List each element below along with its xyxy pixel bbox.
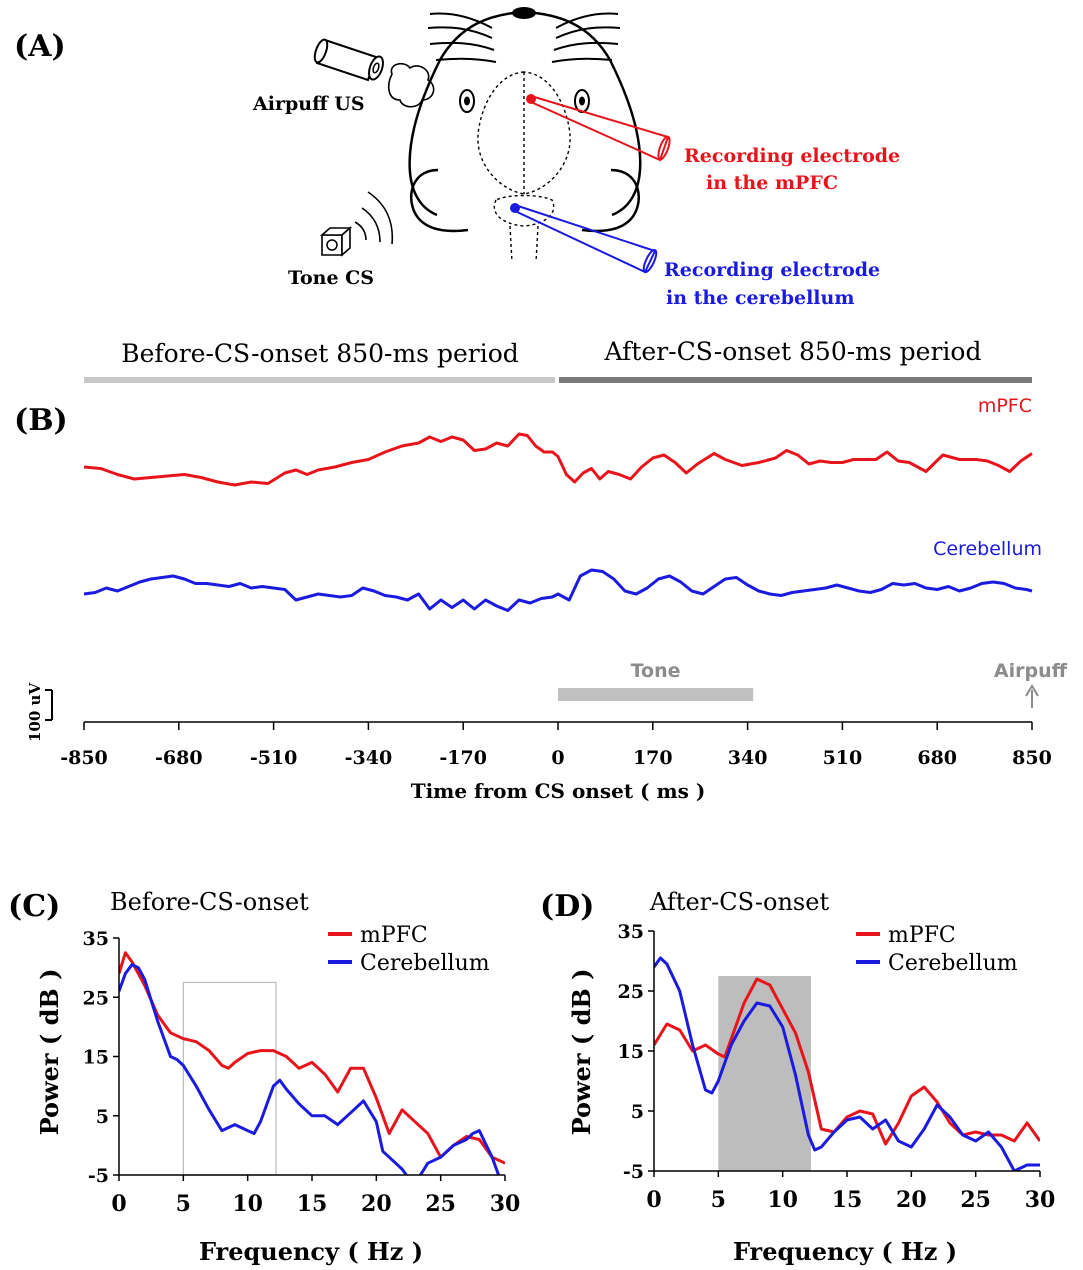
x-tick-label: 25 (960, 1187, 991, 1213)
time-tick-label: -680 (155, 747, 203, 769)
tone-bar (558, 688, 754, 701)
chart-d-title: After-CS-onset (649, 888, 829, 916)
chart-d-legend: mPFC Cerebellum (856, 923, 1018, 976)
airpuff-us-label: Airpuff US (252, 93, 365, 115)
y-tick-label: 25 (83, 987, 109, 1009)
x-tick-label: 25 (425, 1191, 456, 1217)
cerebellum-trace (83, 568, 1033, 612)
before-period-label: Before-CS-onset 850-ms period (121, 339, 519, 368)
x-tick-label: 20 (896, 1187, 927, 1213)
chart-c-legend-mpfc: mPFC (360, 923, 428, 948)
time-tick-label: 0 (551, 747, 564, 769)
chart-d-legend-mpfc: mPFC (888, 923, 956, 948)
time-tick-label: -340 (345, 747, 393, 769)
x-tick-label: 30 (490, 1191, 521, 1217)
rat-head-schematic (408, 7, 671, 274)
y-tick-label: 35 (618, 921, 644, 943)
chart-c-legend-cb: Cerebellum (360, 951, 490, 976)
chart-d: -5 5 15 25 35 0 5 10 15 20 25 30 (618, 921, 1056, 1213)
time-tick-label: -850 (60, 747, 108, 769)
x-tick-label: 30 (1025, 1187, 1056, 1213)
time-tick-label: 510 (823, 747, 863, 769)
y-tick-label: 5 (96, 1106, 109, 1128)
panel-d-label: (D) (540, 889, 594, 924)
scale-bar-label: 100 uV (26, 683, 44, 742)
time-tick-label: 680 (917, 747, 957, 769)
tone-label: Tone (631, 660, 681, 682)
time-axis-label: Time from CS onset ( ms ) (411, 779, 706, 803)
chart-d-legend-cb: Cerebellum (888, 951, 1018, 976)
theta-band-highlight (182, 981, 277, 1176)
y-tick-label: 25 (618, 981, 644, 1003)
series-line-cerebellum (119, 963, 501, 1175)
x-tick-label: 10 (767, 1187, 798, 1213)
mpfc-trace (83, 432, 1033, 487)
chart-d-xlabel: Frequency ( Hz ) (733, 1237, 957, 1266)
y-tick-label: -5 (88, 1165, 109, 1187)
series-line-mpfc (119, 951, 505, 1165)
chart-c-xlabel: Frequency ( Hz ) (199, 1237, 423, 1266)
y-tick-label: 5 (631, 1101, 644, 1123)
airpuff-nozzle-icon (313, 38, 435, 108)
airpuff-label: Airpuff (994, 660, 1068, 682)
cb-electrode-label-line2: in the cerebellum (666, 287, 854, 309)
x-tick-label: 10 (232, 1191, 263, 1217)
x-tick-label: 20 (361, 1191, 392, 1217)
time-tick-label: 850 (1012, 747, 1052, 769)
panel-c-label: (C) (8, 889, 60, 924)
after-period-label: After-CS-onset 850-ms period (604, 337, 982, 366)
chart-c-legend: mPFC Cerebellum (328, 923, 490, 976)
x-tick-label: 5 (176, 1191, 191, 1217)
time-tick-label: 340 (728, 747, 768, 769)
speaker-icon (319, 191, 394, 257)
chart-c-title: Before-CS-onset (110, 888, 309, 916)
time-tick-label: -170 (439, 747, 487, 769)
chart-d-ylabel: Power ( dB ) (567, 969, 596, 1136)
x-tick-label: 15 (297, 1191, 328, 1217)
x-tick-label: 0 (646, 1187, 661, 1213)
scale-bar: 100 uV (26, 683, 53, 742)
time-axis: -850 -680 -510 -340 -170 0 170 340 510 680 850 (60, 721, 1052, 769)
y-tick-label: 15 (83, 1047, 109, 1069)
time-tick-label: -510 (250, 747, 298, 769)
mpfc-electrode-label-line1: Recording electrode (684, 145, 900, 167)
y-tick-label: 15 (618, 1041, 644, 1063)
y-tick-label: 35 (83, 928, 109, 950)
airpuff-arrow-icon (1025, 684, 1039, 708)
chart-c-ylabel: Power ( dB ) (35, 969, 64, 1136)
x-tick-label: 5 (711, 1187, 726, 1213)
x-tick-label: 15 (832, 1187, 863, 1213)
tone-cs-label: Tone CS (288, 267, 374, 289)
cb-electrode-label-line1: Recording electrode (664, 259, 880, 281)
y-tick-label: -5 (623, 1161, 644, 1183)
cerebellum-trace-label: Cerebellum (933, 538, 1042, 560)
time-tick-label: 170 (633, 747, 673, 769)
mpfc-electrode-label-line2: in the mPFC (706, 172, 838, 194)
mpfc-trace-label: mPFC (978, 395, 1032, 417)
x-tick-label: 0 (111, 1191, 126, 1217)
series-line-cerebellum (654, 956, 1040, 1171)
panel-b-label: (B) (14, 403, 68, 438)
chart-c: -5 5 15 25 35 0 5 10 15 20 25 30 (83, 928, 521, 1217)
panel-a-label: (A) (14, 29, 66, 64)
